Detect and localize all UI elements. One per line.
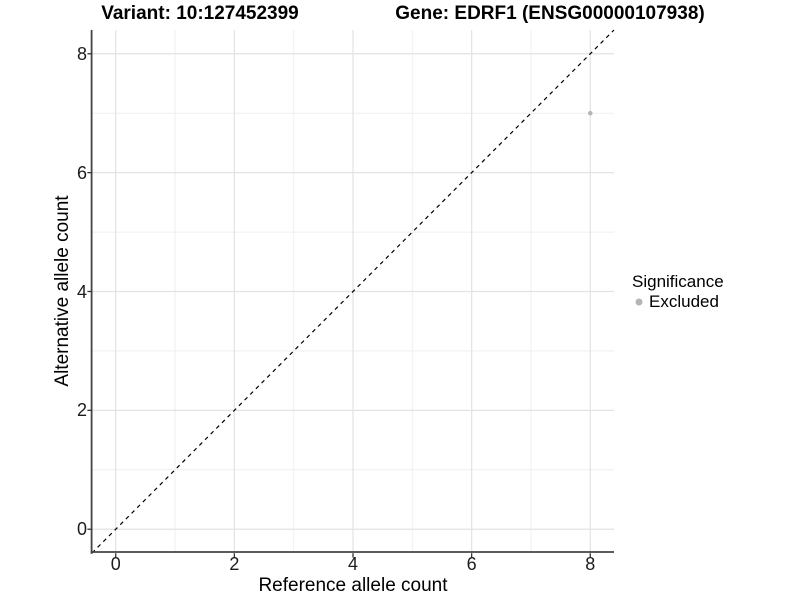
data-point [587,110,593,116]
y-tick-label: 2 [76,400,87,421]
y-tick-label: 8 [76,43,87,64]
legend: Significance Excluded [632,272,724,311]
legend-title: Significance [632,272,724,291]
identity-reference-line [91,29,615,554]
excluded-point-icon [635,298,643,306]
y-tick-label: 0 [76,519,87,540]
x-tick-label: 2 [229,554,240,574]
legend-key [632,295,646,309]
x-tick-label: 0 [110,554,121,574]
x-tick-label: 4 [347,554,358,574]
x-tick-label: 8 [585,554,596,574]
gene-title: Gene: EDRF1 (ENSG00000107938) [395,3,705,24]
x-axis-title: Reference allele count [258,575,448,596]
y-tick-label: 6 [76,162,87,183]
legend-item-excluded: Excluded [632,293,724,311]
variant-title: Variant: 10:127452399 [101,3,299,24]
x-tick-label: 6 [466,554,477,574]
y-tick-label: 4 [76,281,87,302]
legend-item-label: Excluded [649,292,719,311]
